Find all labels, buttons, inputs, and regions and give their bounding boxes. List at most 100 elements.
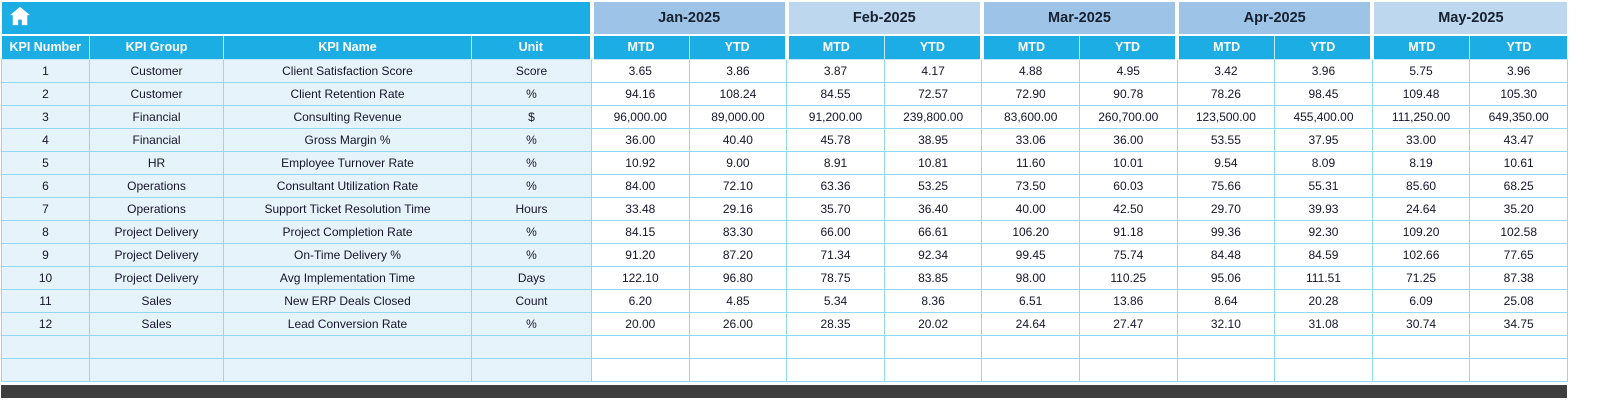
empty-cell[interactable]	[1078, 334, 1178, 359]
kpi-name-cell[interactable]: Client Retention Rate	[223, 81, 472, 106]
mtd-value-cell[interactable]: 84.15	[591, 219, 690, 244]
kpi-name-cell[interactable]: Consultant Utilization Rate	[223, 173, 472, 198]
unit-cell[interactable]: %	[471, 242, 592, 267]
ytd-value-cell[interactable]: 96.80	[688, 265, 788, 290]
empty-cell[interactable]	[883, 357, 983, 382]
mtd-value-cell[interactable]: 24.64	[1371, 196, 1471, 221]
kpi-group-header[interactable]: KPI Group	[89, 35, 224, 60]
kpi-group-cell[interactable]: Customer	[89, 81, 224, 106]
kpi-name-cell[interactable]: On-Time Delivery %	[223, 242, 472, 267]
ytd-value-cell[interactable]: 72.10	[688, 173, 788, 198]
ytd-header[interactable]: YTD	[1274, 35, 1373, 60]
empty-cell[interactable]	[1, 357, 90, 382]
kpi-number-cell[interactable]: 5	[1, 150, 90, 175]
empty-cell[interactable]	[1176, 334, 1276, 359]
ytd-value-cell[interactable]: 110.25	[1078, 265, 1178, 290]
ytd-value-cell[interactable]: 92.34	[883, 242, 983, 267]
kpi-group-cell[interactable]: Sales	[89, 311, 224, 336]
kpi-number-cell[interactable]: 11	[1, 288, 90, 313]
ytd-value-cell[interactable]: 10.01	[1078, 150, 1178, 175]
empty-cell[interactable]	[1274, 334, 1373, 359]
mtd-value-cell[interactable]: 20.00	[591, 311, 690, 336]
ytd-value-cell[interactable]: 8.09	[1274, 150, 1373, 175]
mtd-value-cell[interactable]: 95.06	[1176, 265, 1276, 290]
ytd-value-cell[interactable]: 4.17	[883, 58, 983, 83]
mtd-value-cell[interactable]: 83,600.00	[981, 104, 1080, 129]
mtd-header[interactable]: MTD	[1370, 35, 1470, 60]
ytd-value-cell[interactable]: 649,350.00	[1469, 104, 1568, 129]
mtd-value-cell[interactable]: 84.00	[591, 173, 690, 198]
mtd-value-cell[interactable]: 24.64	[981, 311, 1080, 336]
mtd-value-cell[interactable]: 4.88	[981, 58, 1080, 83]
kpi-number-cell[interactable]: 1	[1, 58, 90, 83]
mtd-value-cell[interactable]: 84.55	[786, 81, 885, 106]
ytd-value-cell[interactable]: 8.36	[883, 288, 983, 313]
unit-cell[interactable]: %	[471, 173, 592, 198]
mtd-value-cell[interactable]: 33.06	[981, 127, 1080, 152]
kpi-group-cell[interactable]: Project Delivery	[89, 242, 224, 267]
kpi-number-cell[interactable]: 10	[1, 265, 90, 290]
unit-cell[interactable]: $	[471, 104, 592, 129]
mtd-value-cell[interactable]: 28.35	[786, 311, 885, 336]
mtd-value-cell[interactable]: 8.64	[1176, 288, 1276, 313]
ytd-value-cell[interactable]: 9.00	[688, 150, 788, 175]
mtd-value-cell[interactable]: 3.87	[786, 58, 885, 83]
mtd-value-cell[interactable]: 99.36	[1176, 219, 1276, 244]
mtd-value-cell[interactable]: 109.48	[1371, 81, 1471, 106]
ytd-value-cell[interactable]: 3.86	[688, 58, 788, 83]
unit-cell[interactable]: %	[471, 81, 592, 106]
mtd-header[interactable]: MTD	[784, 35, 885, 60]
kpi-number-cell[interactable]: 4	[1, 127, 90, 152]
kpi-group-cell[interactable]: Operations	[89, 173, 224, 198]
mtd-value-cell[interactable]: 36.00	[591, 127, 690, 152]
kpi-group-cell[interactable]: Financial	[89, 104, 224, 129]
unit-header[interactable]: Unit	[471, 35, 592, 60]
kpi-group-cell[interactable]: Financial	[89, 127, 224, 152]
kpi-number-cell[interactable]: 8	[1, 219, 90, 244]
kpi-number-cell[interactable]: 6	[1, 173, 90, 198]
ytd-value-cell[interactable]: 260,700.00	[1078, 104, 1178, 129]
mtd-value-cell[interactable]: 8.91	[786, 150, 885, 175]
mtd-value-cell[interactable]: 66.00	[786, 219, 885, 244]
mtd-header[interactable]: MTD	[589, 35, 690, 60]
ytd-value-cell[interactable]: 38.95	[883, 127, 983, 152]
kpi-number-cell[interactable]: 3	[1, 104, 90, 129]
mtd-value-cell[interactable]: 33.00	[1371, 127, 1471, 152]
empty-cell[interactable]	[1371, 334, 1471, 359]
empty-cell[interactable]	[981, 334, 1080, 359]
empty-cell[interactable]	[591, 334, 690, 359]
mtd-value-cell[interactable]: 91,200.00	[786, 104, 885, 129]
empty-cell[interactable]	[471, 334, 592, 359]
mtd-value-cell[interactable]: 106.20	[981, 219, 1080, 244]
ytd-value-cell[interactable]: 89,000.00	[688, 104, 788, 129]
empty-cell[interactable]	[1176, 357, 1276, 382]
ytd-header[interactable]: YTD	[688, 35, 787, 60]
ytd-value-cell[interactable]: 31.08	[1274, 311, 1373, 336]
mtd-value-cell[interactable]: 94.16	[591, 81, 690, 106]
kpi-number-header[interactable]: KPI Number	[1, 35, 90, 60]
mtd-value-cell[interactable]: 91.20	[591, 242, 690, 267]
empty-cell[interactable]	[1078, 357, 1178, 382]
ytd-value-cell[interactable]: 102.58	[1469, 219, 1568, 244]
corner-header[interactable]	[1, 2, 592, 36]
mtd-value-cell[interactable]: 84.48	[1176, 242, 1276, 267]
unit-cell[interactable]: %	[471, 311, 592, 336]
ytd-value-cell[interactable]: 25.08	[1469, 288, 1568, 313]
ytd-value-cell[interactable]: 39.93	[1274, 196, 1373, 221]
month-header-2[interactable]: Feb-2025	[784, 2, 982, 36]
ytd-value-cell[interactable]: 43.47	[1469, 127, 1568, 152]
ytd-value-cell[interactable]: 92.30	[1274, 219, 1373, 244]
month-header-3[interactable]: Mar-2025	[979, 2, 1178, 36]
kpi-name-cell[interactable]: Client Satisfaction Score	[223, 58, 472, 83]
kpi-number-cell[interactable]: 7	[1, 196, 90, 221]
kpi-name-cell[interactable]: Project Completion Rate	[223, 219, 472, 244]
ytd-value-cell[interactable]: 20.28	[1274, 288, 1373, 313]
ytd-value-cell[interactable]: 3.96	[1469, 58, 1568, 83]
empty-cell[interactable]	[223, 357, 472, 382]
ytd-value-cell[interactable]: 83.30	[688, 219, 788, 244]
ytd-value-cell[interactable]: 36.40	[883, 196, 983, 221]
mtd-value-cell[interactable]: 32.10	[1176, 311, 1276, 336]
ytd-value-cell[interactable]: 27.47	[1078, 311, 1178, 336]
unit-cell[interactable]: Score	[471, 58, 592, 83]
empty-cell[interactable]	[471, 357, 592, 382]
